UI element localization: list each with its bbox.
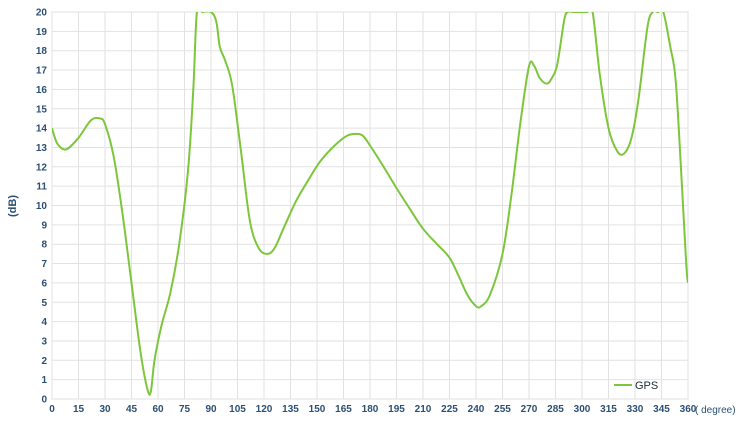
x-tick-label: 330 <box>627 404 644 415</box>
x-tick-label: 75 <box>179 404 191 415</box>
y-tick-label: 13 <box>36 143 48 154</box>
x-tick-label: 105 <box>229 404 246 415</box>
y-tick-label: 0 <box>41 395 47 406</box>
x-tick-label: 0 <box>49 404 55 415</box>
x-tick-label: 150 <box>309 404 326 415</box>
y-tick-label: 16 <box>36 85 48 96</box>
x-tick-label: 210 <box>415 404 432 415</box>
y-tick-label: 5 <box>41 298 47 309</box>
x-tick-label: 285 <box>547 404 564 415</box>
grid <box>51 11 689 400</box>
x-tick-label: 300 <box>574 404 591 415</box>
x-tick-label: 345 <box>653 404 670 415</box>
y-tick-label: 17 <box>36 66 48 77</box>
y-tick-label: 7 <box>41 259 47 270</box>
y-tick-label: 12 <box>36 162 48 173</box>
series-line-gps <box>52 12 688 396</box>
y-tick-label: 14 <box>36 124 48 135</box>
x-tick-label: 270 <box>521 404 538 415</box>
y-tick-label: 15 <box>36 104 48 115</box>
legend: GPS <box>614 380 658 392</box>
x-tick-label: 15 <box>73 404 85 415</box>
y-tick-label: 9 <box>41 220 47 231</box>
y-tick-label: 4 <box>41 317 47 328</box>
x-axis-ticks: 0 15 30 45 60 75 90 105 120 135 150 165 180 195 210 225… <box>49 404 697 415</box>
y-tick-label: 1 <box>41 375 47 386</box>
y-tick-label: 2 <box>41 356 47 367</box>
y-tick-label: 6 <box>41 278 47 289</box>
series-layer <box>52 12 688 396</box>
y-tick-label: 3 <box>41 336 47 347</box>
x-tick-label: 180 <box>362 404 379 415</box>
x-tick-label: 135 <box>282 404 299 415</box>
y-tick-label: 11 <box>36 182 47 193</box>
x-tick-label: 90 <box>205 404 217 415</box>
y-tick-label: 10 <box>36 201 48 212</box>
x-tick-label: 360 <box>680 404 697 415</box>
x-tick-label: 240 <box>468 404 485 415</box>
y-tick-label: 19 <box>36 27 48 38</box>
x-tick-label: 165 <box>335 404 352 415</box>
y-axis-label: (dB) <box>7 195 19 217</box>
x-tick-label: 255 <box>494 404 511 415</box>
y-tick-label: 8 <box>41 240 47 251</box>
y-tick-label: 20 <box>36 8 48 19</box>
x-tick-label: 225 <box>441 404 458 415</box>
y-tick-label: 18 <box>36 46 48 57</box>
x-tick-label: 195 <box>388 404 405 415</box>
x-tick-label: 60 <box>152 404 164 415</box>
x-axis-label: ( degree) <box>695 405 736 416</box>
x-tick-label: 45 <box>126 404 138 415</box>
x-tick-label: 315 <box>600 404 617 415</box>
x-tick-label: 120 <box>256 404 273 415</box>
x-tick-label: 30 <box>99 404 111 415</box>
legend-label: GPS <box>635 380 658 392</box>
